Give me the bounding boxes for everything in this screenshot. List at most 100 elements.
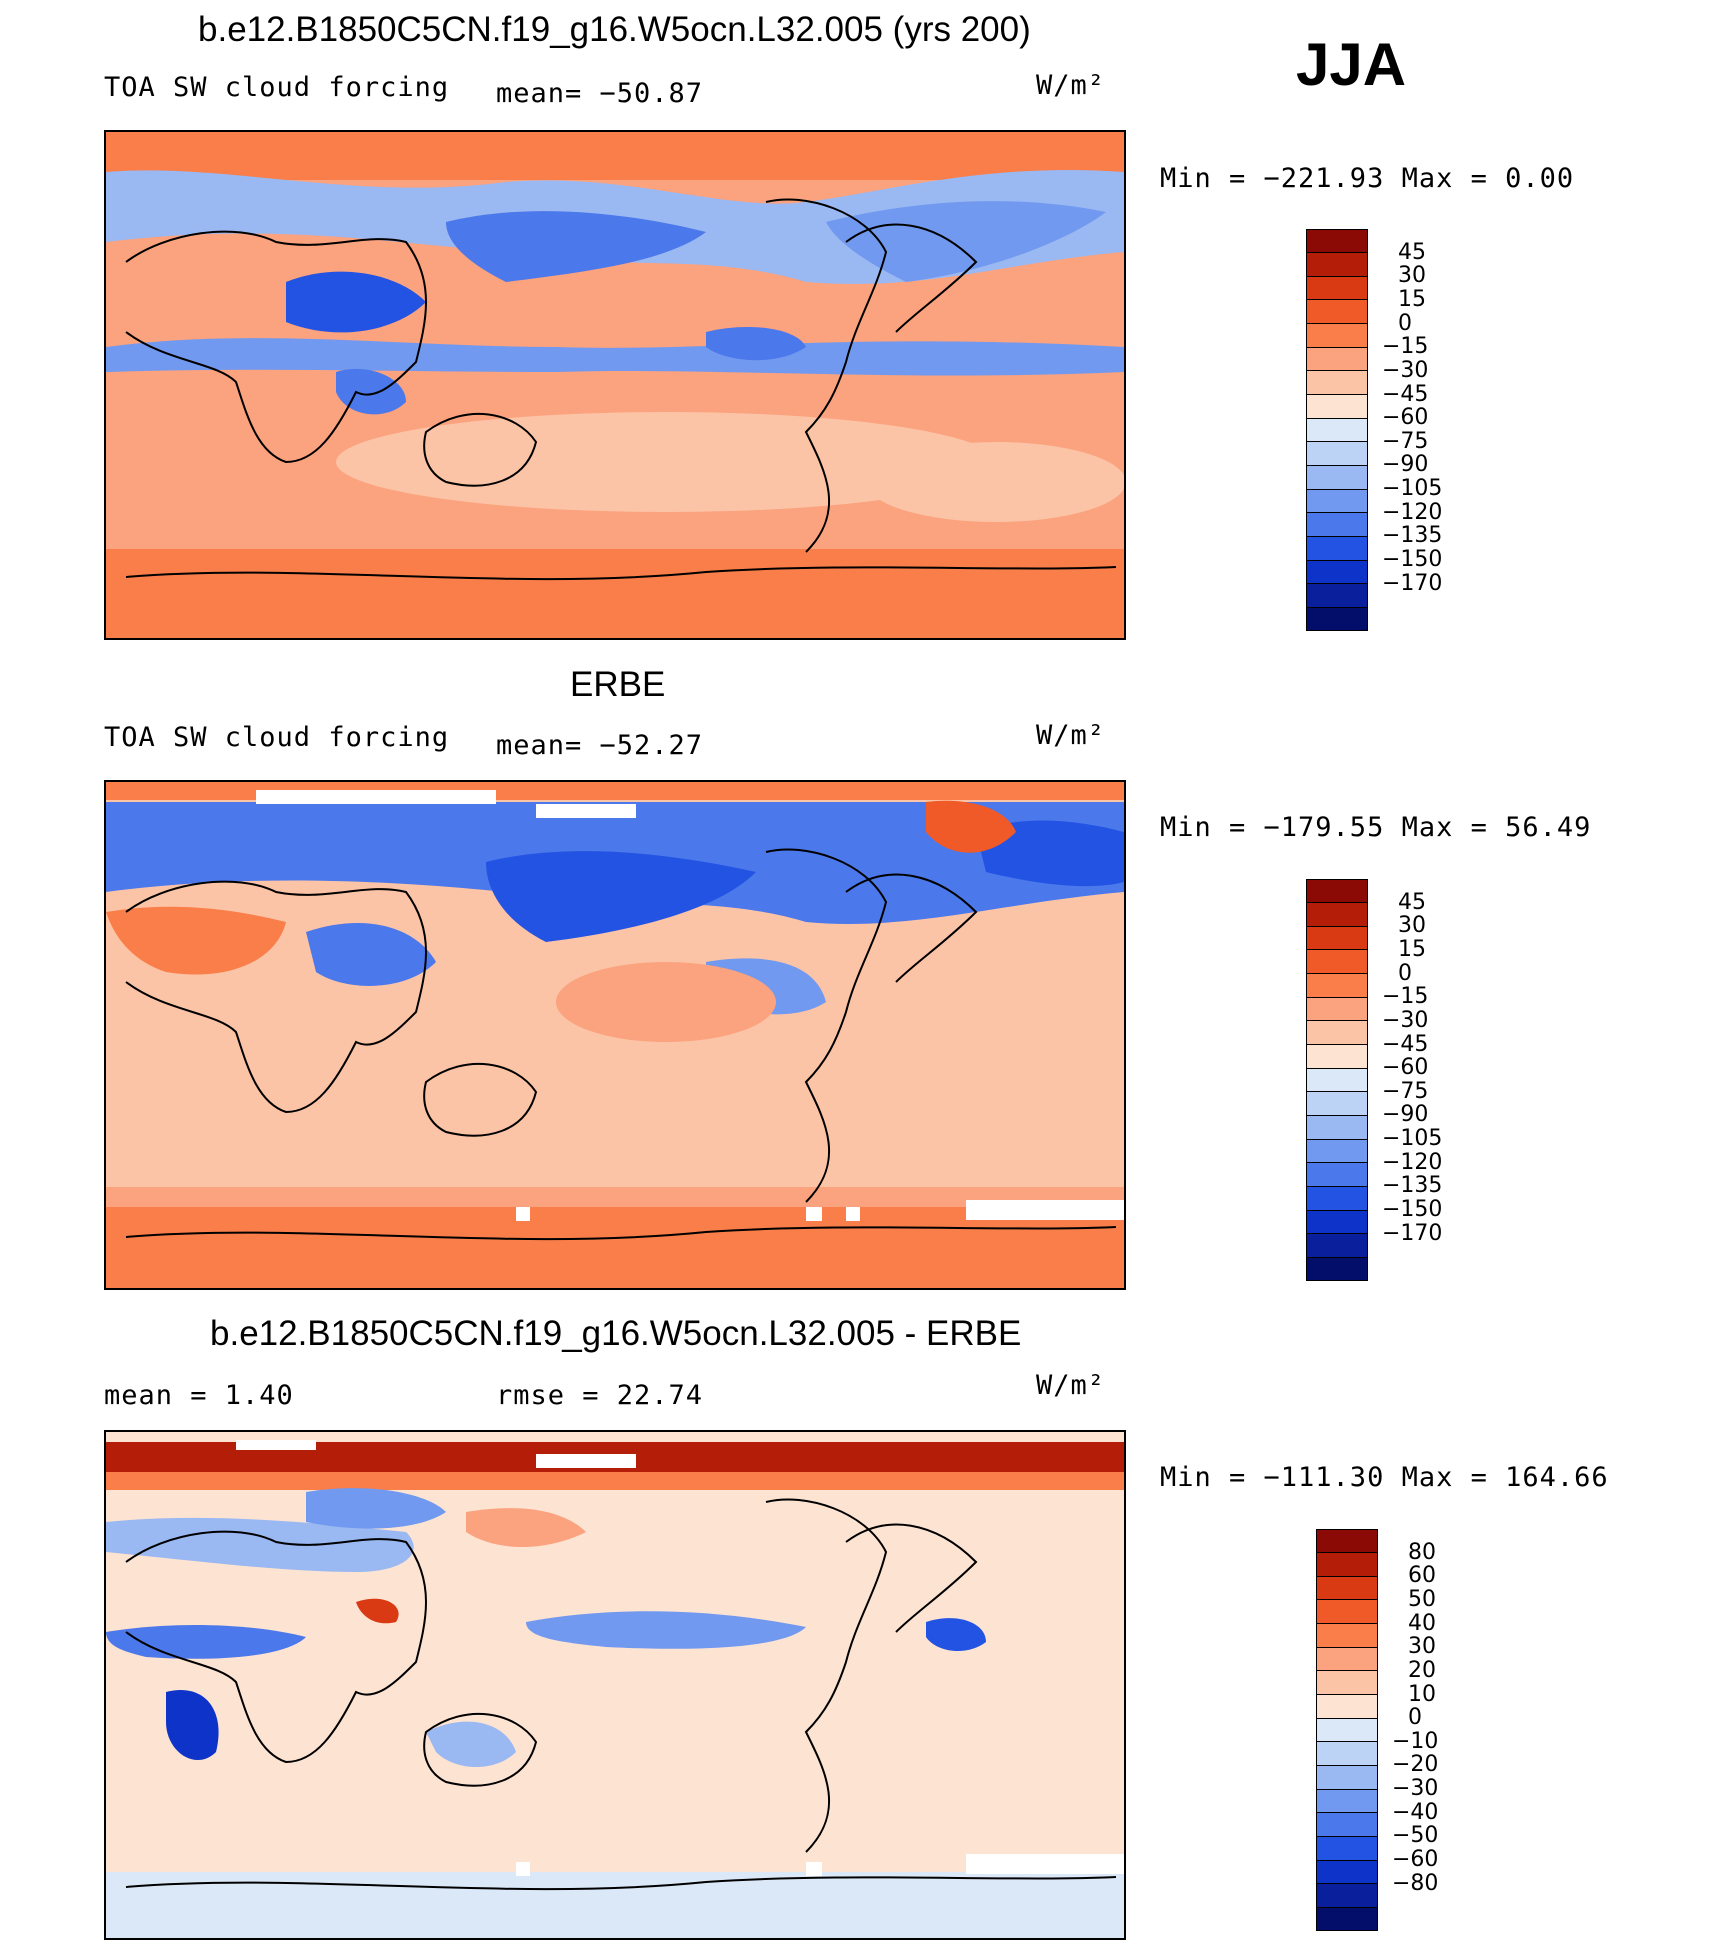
colorbar-swatch (1306, 1020, 1368, 1046)
colorbar-swatch (1306, 1233, 1368, 1258)
colorbar-tick-label: −60 (1382, 1055, 1429, 1081)
colorbar-swatch (1306, 299, 1368, 325)
map-diff-field (106, 1432, 1124, 1938)
colorbar-swatch (1316, 1529, 1378, 1554)
colorbar-swatch (1316, 1812, 1378, 1837)
colorbar-tick-label: 60 (1408, 1563, 1436, 1589)
colorbar-swatch (1306, 902, 1368, 927)
colorbar-swatch (1316, 1599, 1378, 1625)
colorbar-tick-label: −10 (1392, 1728, 1439, 1754)
colorbar-tick-label: −50 (1392, 1823, 1439, 1849)
colorbar-swatch (1316, 1883, 1378, 1908)
colorbar-tick-label: 30 (1408, 1634, 1436, 1660)
colorbar-tick-label: −135 (1382, 1173, 1443, 1199)
colorbar-tick-label: 45 (1398, 239, 1426, 265)
colorbar-tick-label: 15 (1398, 286, 1426, 312)
colorbar-tick-label: 50 (1408, 1586, 1436, 1612)
colorbar-tick-label: −135 (1382, 523, 1443, 549)
colorbar-swatch (1306, 252, 1368, 277)
colorbar-swatch (1306, 583, 1368, 608)
colorbar-tick-label: −120 (1382, 1149, 1443, 1175)
colorbar-tick-label: −30 (1392, 1776, 1439, 1802)
panel-rmse-diff: rmse = 22.74 (496, 1380, 704, 1411)
panel-title-obs: ERBE (570, 665, 666, 704)
colorbar-swatch (1316, 1718, 1378, 1743)
colorbar-tick-label: 30 (1398, 913, 1426, 939)
colorbar-swatch (1306, 536, 1368, 561)
colorbar-swatch (1306, 229, 1368, 254)
colorbar-tick-label: −45 (1382, 381, 1429, 407)
colorbar-tick-label: −60 (1382, 405, 1429, 431)
colorbar-swatch (1316, 1860, 1378, 1885)
colorbar-tick-label: −20 (1392, 1752, 1439, 1778)
map-diff (104, 1430, 1126, 1940)
colorbar-tick-label: 80 (1408, 1539, 1436, 1565)
map-model (104, 130, 1126, 640)
colorbar-swatch (1306, 1162, 1368, 1187)
colorbar-tick-label: −15 (1382, 984, 1429, 1010)
colorbar-swatch (1306, 418, 1368, 443)
colorbar-tick-label: −170 (1382, 570, 1443, 596)
colorbar-swatch (1306, 1257, 1368, 1282)
colorbar-tick-label: −90 (1382, 452, 1429, 478)
colorbar-swatch (1306, 512, 1368, 537)
panel-minmax-model: Min = −221.93 Max = 0.00 (1160, 163, 1575, 194)
colorbar-tick-label: −120 (1382, 499, 1443, 525)
colorbar-swatch (1306, 879, 1368, 904)
colorbar-swatch (1316, 1907, 1378, 1932)
colorbar-tick-label: −45 (1382, 1031, 1429, 1057)
colorbar-tick-label: −150 (1382, 1197, 1443, 1223)
panel-mean-model: mean= −50.87 (496, 78, 704, 109)
colorbar-swatch (1306, 1091, 1368, 1116)
panel-units-model: W/m² (1036, 70, 1106, 101)
colorbar-swatch (1316, 1647, 1378, 1672)
colorbar-tick-label: 45 (1398, 889, 1426, 915)
colorbar-tick-label: −170 (1382, 1220, 1443, 1246)
panel-left-label-model: TOA SW cloud forcing (104, 72, 450, 103)
colorbar-swatch (1316, 1765, 1378, 1790)
panel-left-label-obs: TOA SW cloud forcing (104, 722, 450, 753)
map-model-field (106, 132, 1124, 638)
colorbar-tick-label: −105 (1382, 1126, 1443, 1152)
colorbar-tick-label: 0 (1398, 310, 1412, 336)
colorbar-tick-label: 0 (1398, 960, 1412, 986)
colorbar-swatch (1306, 1115, 1368, 1140)
colorbar-tick-label: 40 (1408, 1610, 1436, 1636)
colorbar-swatch (1306, 1044, 1368, 1069)
colorbar-swatch (1316, 1789, 1378, 1814)
colorbar-swatch (1306, 441, 1368, 466)
colorbar-swatch (1306, 1186, 1368, 1211)
colorbar-tick-label: 10 (1408, 1681, 1436, 1707)
colorbar-swatch (1306, 1210, 1368, 1235)
colorbar-tick-label: 15 (1398, 936, 1426, 962)
colorbar-swatch (1306, 465, 1368, 490)
colorbar-swatch (1316, 1552, 1378, 1577)
colorbar-tick-label: −30 (1382, 1007, 1429, 1033)
colorbar-swatch (1316, 1836, 1378, 1861)
colorbar-swatch (1306, 973, 1368, 998)
colorbar-tick-label: −75 (1382, 1078, 1429, 1104)
colorbar-swatch (1306, 394, 1368, 419)
colorbar-swatch (1306, 370, 1368, 396)
colorbar-tick-label: 30 (1398, 263, 1426, 289)
panel-title-model: b.e12.B1850C5CN.f19_g16.W5ocn.L32.005 (y… (198, 10, 1031, 49)
colorbar-tick-label: −75 (1382, 428, 1429, 454)
colorbar-tick-label: −150 (1382, 547, 1443, 573)
panel-left-label-diff: mean = 1.40 (104, 1380, 294, 1411)
colorbar-swatch (1306, 560, 1368, 585)
colorbar-swatch (1306, 949, 1368, 975)
colorbar-swatch (1316, 1694, 1378, 1719)
colorbar-swatch (1306, 1139, 1368, 1164)
colorbar-swatch (1306, 276, 1368, 301)
colorbar-tick-label: −15 (1382, 334, 1429, 360)
colorbar-swatch (1306, 997, 1368, 1022)
colorbar-tick-label: −90 (1382, 1102, 1429, 1128)
panel-minmax-diff: Min = −111.30 Max = 164.66 (1160, 1462, 1609, 1493)
colorbar-tick-label: −60 (1392, 1847, 1439, 1873)
colorbar-tick-label: −105 (1382, 476, 1443, 502)
colorbar-tick-label: 20 (1408, 1657, 1436, 1683)
colorbar-swatch (1306, 926, 1368, 951)
colorbar-swatch (1306, 347, 1368, 372)
colorbar-swatch (1306, 489, 1368, 514)
colorbar-swatch (1316, 1741, 1378, 1766)
